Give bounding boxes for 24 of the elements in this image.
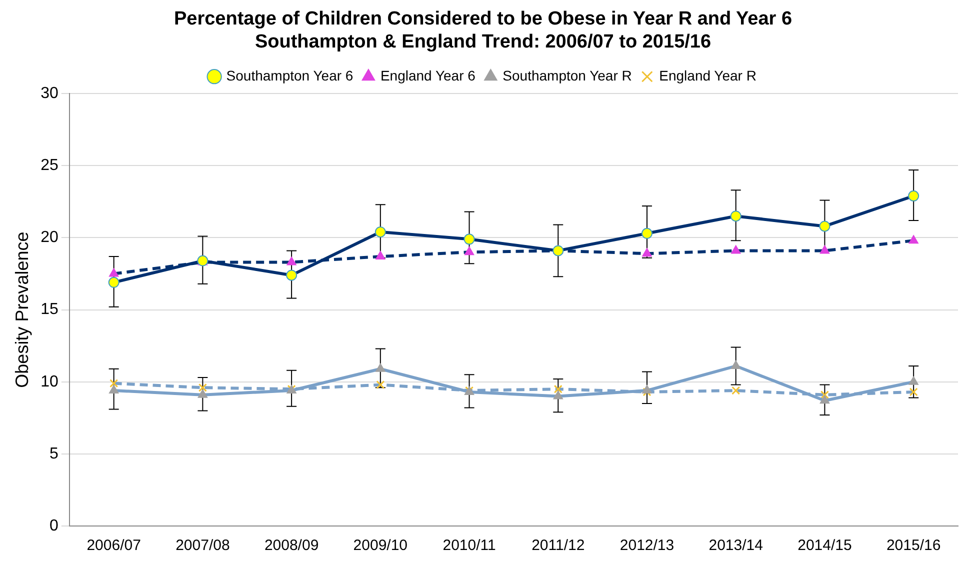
y-tick-label: 15 — [40, 301, 58, 318]
y-axis-title: Obesity Prevalence — [12, 232, 32, 388]
chart-subtitle: Southampton & England Trend: 2006/07 to 2015/16 — [254, 31, 712, 52]
x-tick-label: 2007/08 — [176, 537, 230, 554]
y-tick-label: 30 — [40, 85, 58, 102]
chart-title: Percentage of Children Considered to be Obese in Year R and Year 6 — [174, 8, 792, 30]
x-tick-label: 2015/16 — [886, 537, 941, 554]
legend-label: Southampton Year 6 — [226, 67, 354, 84]
x-tick-label: 2010/11 — [442, 537, 496, 554]
y-tick-label: 10 — [40, 373, 58, 390]
x-tick-label: 2008/09 — [264, 537, 319, 554]
x-tick-label: 2012/13 — [620, 537, 674, 554]
x-tick-label: 2014/15 — [798, 537, 852, 554]
legend-label: England Year 6 — [380, 67, 476, 84]
x-tick-label: 2011/12 — [532, 537, 585, 554]
y-tick-label: 5 — [49, 445, 58, 462]
y-tick-label: 20 — [40, 229, 58, 246]
x-tick-label: 2009/10 — [353, 537, 408, 554]
x-tick-label: 2006/07 — [86, 537, 141, 554]
legend-label: Southampton Year R — [502, 67, 632, 84]
y-tick-label: 25 — [40, 157, 58, 174]
y-tick-label: 0 — [49, 517, 58, 534]
legend-label: England Year R — [659, 67, 756, 84]
x-tick-label: 2013/14 — [708, 537, 763, 554]
